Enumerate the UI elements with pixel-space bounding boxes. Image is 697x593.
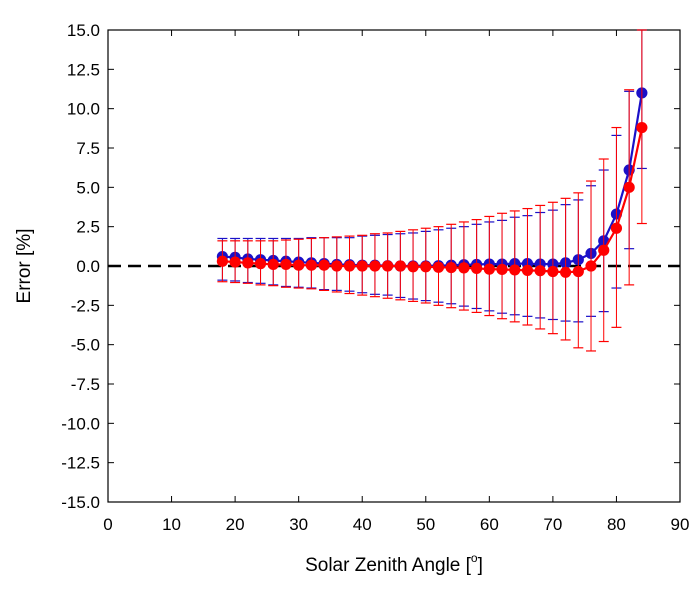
data-point	[331, 260, 343, 272]
data-point	[598, 244, 610, 256]
y-tick-label: -5.0	[71, 336, 100, 355]
data-point	[623, 181, 635, 193]
x-axis-title-main: Solar Zenith Angle [	[305, 555, 472, 576]
y-tick-label: -2.5	[71, 296, 100, 315]
data-point	[343, 260, 356, 272]
x-tick-label: 70	[543, 515, 562, 534]
data-point	[254, 258, 267, 270]
x-axis-title: Solar Zenith Angle [o]	[305, 551, 483, 576]
data-point	[572, 265, 584, 278]
x-tick-label: 90	[671, 515, 690, 534]
data-point	[496, 263, 508, 276]
data-point	[229, 256, 241, 268]
data-point	[483, 263, 495, 275]
y-tick-label: 12.5	[67, 60, 100, 79]
data-point	[267, 258, 279, 271]
data-point	[560, 266, 572, 278]
data-point	[521, 264, 534, 277]
x-tick-label: 50	[416, 515, 435, 534]
series-2	[216, 29, 648, 352]
data-point	[636, 121, 648, 134]
data-point	[280, 258, 292, 271]
y-tick-label: 5.0	[76, 178, 100, 197]
y-tick-label: -10.0	[61, 414, 100, 433]
y-tick-label: 10.0	[67, 100, 100, 119]
axis-ticks: 0 10 20 30 40 50 60 70 80 90 15.0 12.5 10.0 7.5 5.0 2.5…	[61, 21, 689, 534]
data-point	[216, 255, 228, 267]
data-point	[585, 260, 597, 272]
x-axis-title-close: ]	[478, 555, 483, 576]
y-tick-label: 2.5	[76, 218, 100, 237]
data-point	[242, 257, 254, 269]
x-tick-label: 80	[607, 515, 626, 534]
data-point	[420, 261, 432, 273]
y-tick-label: -15.0	[61, 493, 100, 512]
data-point	[458, 262, 470, 274]
x-tick-label: 20	[226, 515, 245, 534]
data-point	[356, 260, 368, 272]
series-1	[216, 29, 648, 323]
data-point	[305, 259, 317, 271]
series-line	[222, 92, 643, 268]
data-point	[407, 261, 419, 273]
y-tick-label: 7.5	[76, 139, 100, 158]
y-axis-title-group: Error [%]	[14, 229, 35, 304]
data-point	[509, 264, 521, 276]
data-point	[382, 260, 394, 272]
data-point	[369, 260, 381, 272]
data-point	[610, 222, 623, 234]
data-point	[394, 260, 406, 272]
y-tick-label: -12.5	[61, 454, 100, 473]
y-axis-title: Error [%]	[14, 229, 35, 304]
x-tick-label: 40	[353, 515, 372, 534]
x-tick-label: 10	[162, 515, 181, 534]
data-point	[293, 259, 305, 271]
data-point	[471, 262, 483, 274]
data-point	[534, 265, 546, 277]
series-line	[222, 127, 643, 274]
x-tick-label: 30	[289, 515, 308, 534]
y-tick-label: 0.0	[76, 257, 100, 276]
y-tick-label: -7.5	[71, 375, 100, 394]
data-point	[445, 261, 457, 274]
data-point	[432, 261, 445, 273]
y-tick-label: 15.0	[67, 21, 100, 40]
x-axis-title-degree: o	[471, 551, 478, 565]
x-tick-label: 60	[480, 515, 499, 534]
x-tick-label: 0	[103, 515, 112, 534]
data-point	[547, 265, 559, 278]
data-series	[216, 29, 648, 352]
data-point	[318, 259, 330, 271]
